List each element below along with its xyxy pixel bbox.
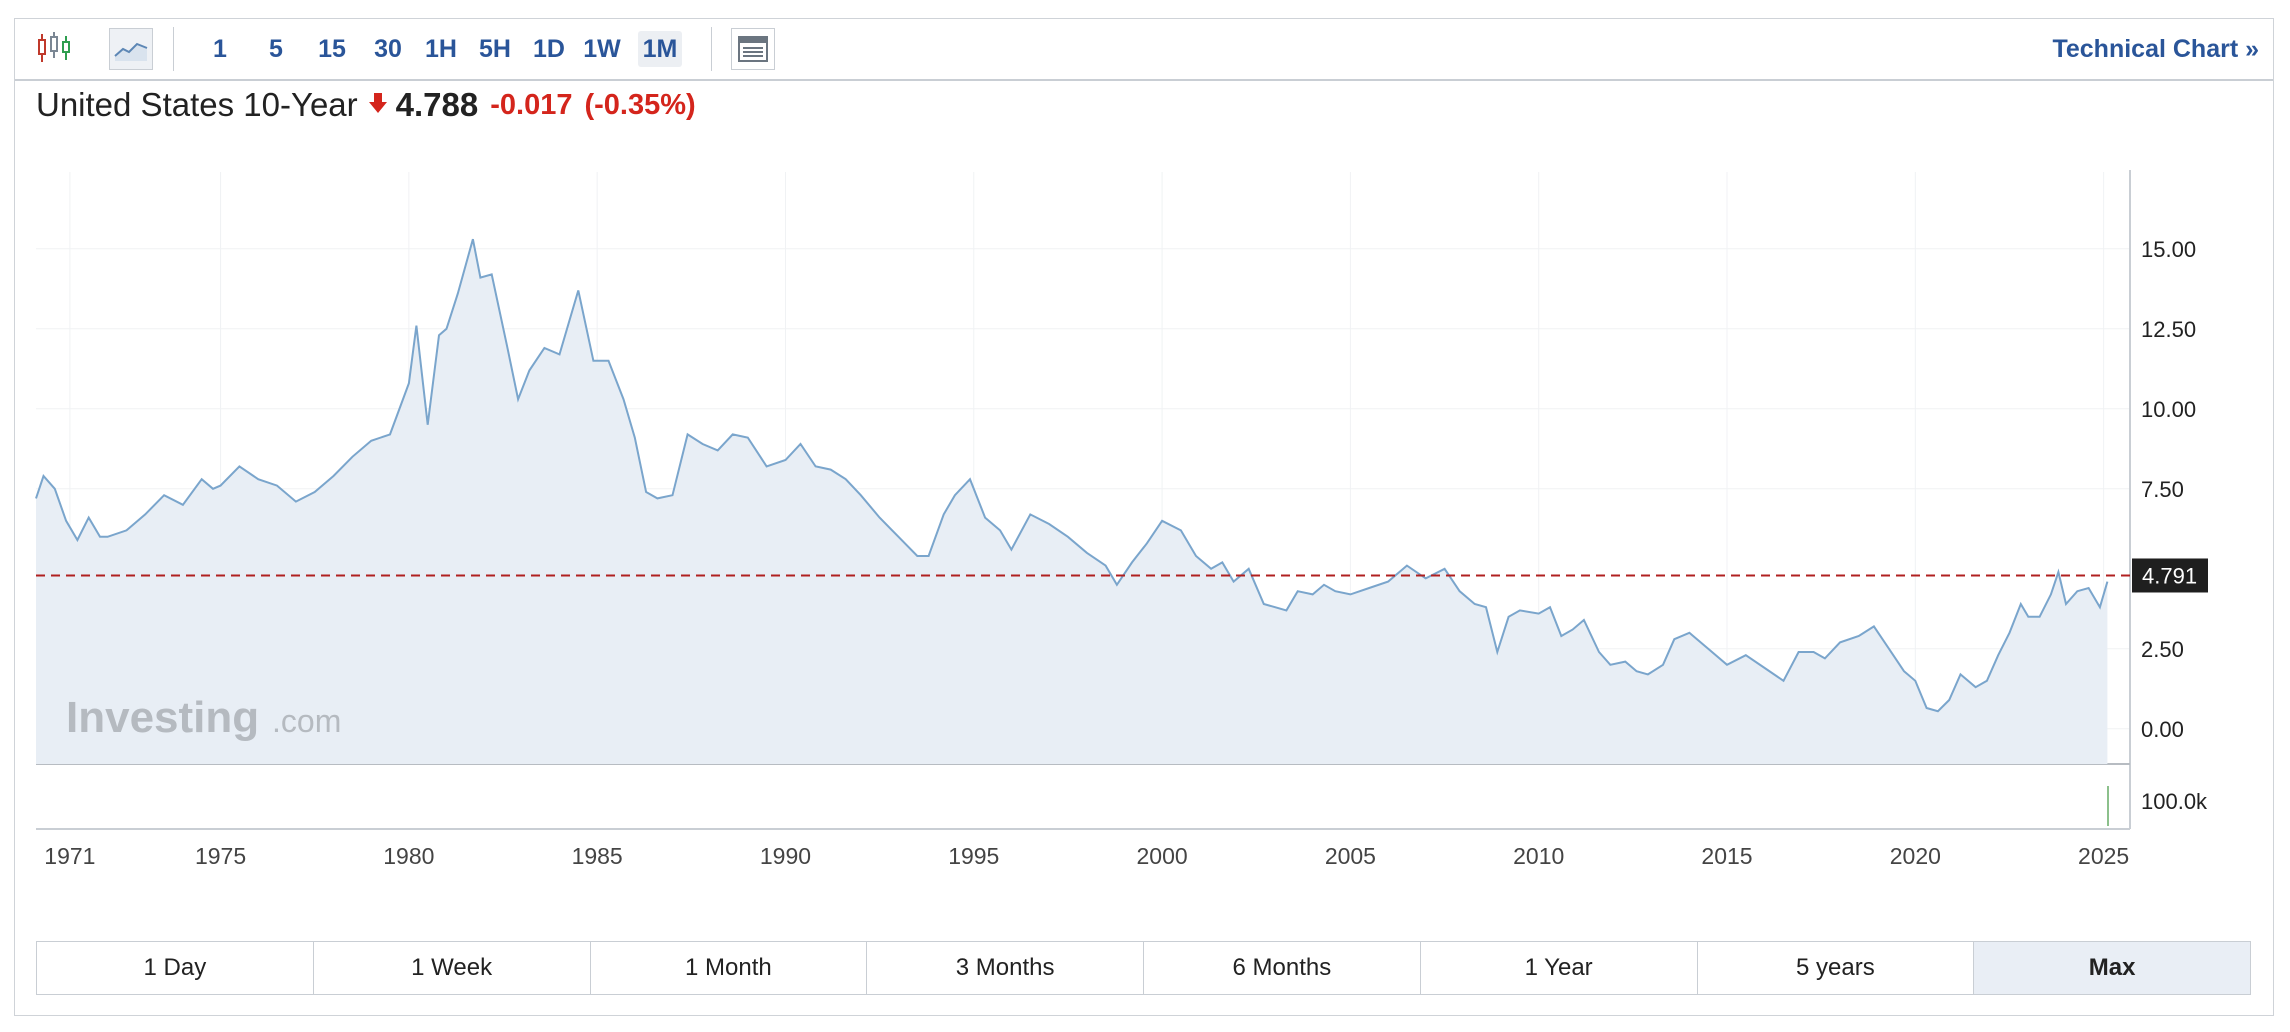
x-tick-label: 2015 xyxy=(1701,843,1752,869)
price-chart[interactable]: Investing .com 4.791 15.0012.5010.007.50… xyxy=(0,0,2290,900)
interval-1m[interactable]: 1M xyxy=(638,31,682,67)
candlestick-icon[interactable] xyxy=(35,29,73,67)
range-1-day[interactable]: 1 Day xyxy=(37,942,314,994)
interval-15[interactable]: 15 xyxy=(318,35,346,63)
price-series-line xyxy=(35,238,2109,713)
interval-1h[interactable]: 1H xyxy=(425,35,457,63)
y-tick-label: 15.00 xyxy=(2141,237,2196,262)
investing-watermark: Investing .com xyxy=(66,693,341,742)
x-tick-label: 1980 xyxy=(383,843,434,869)
x-tick-label: 2020 xyxy=(1890,843,1941,869)
volume-pane: 100.0k xyxy=(2107,786,2208,826)
layout-icon[interactable] xyxy=(731,28,775,70)
toolbar-divider xyxy=(711,27,712,71)
interval-1[interactable]: 1 xyxy=(213,35,227,63)
range-1-week[interactable]: 1 Week xyxy=(313,942,591,994)
range-selector: 1 Day 1 Week 1 Month 3 Months 6 Months 1… xyxy=(36,941,2251,995)
last-price: 4.788 xyxy=(395,86,479,123)
chart-toolbar: 1 5 15 30 1H 5H 1D 1W 1M Technical Chart… xyxy=(15,19,2273,81)
interval-5[interactable]: 5 xyxy=(269,35,283,63)
price-change: -0.017 xyxy=(490,88,573,121)
y-tick-label: 10.00 xyxy=(2141,397,2196,422)
range-max[interactable]: Max xyxy=(1974,942,2250,994)
current-price-value: 4.791 xyxy=(2142,563,2197,588)
interval-30[interactable]: 30 xyxy=(374,35,402,63)
range-6-months[interactable]: 6 Months xyxy=(1144,942,1421,994)
x-tick-label: 2000 xyxy=(1137,843,1188,869)
toolbar-divider xyxy=(173,27,174,71)
price-area-fill xyxy=(36,239,2108,764)
range-3-months[interactable]: 3 Months xyxy=(867,942,1144,994)
interval-5h[interactable]: 5H xyxy=(479,35,511,63)
x-axis: 1971 1975 1980 1985 1990 1995 2000 2005 2010 2015… xyxy=(44,843,2129,869)
technical-chart-link[interactable]: Technical Chart » xyxy=(2052,35,2259,63)
x-tick-label: 1971 xyxy=(44,843,95,869)
y-tick-label: 2.50 xyxy=(2141,637,2184,662)
price-change-percent: (-0.35%) xyxy=(584,88,696,121)
interval-1w[interactable]: 1W xyxy=(583,35,621,63)
area-chart-icon[interactable] xyxy=(109,28,153,70)
watermark-brand: Investing xyxy=(66,693,259,742)
x-tick-label: 2025 xyxy=(2078,843,2129,869)
instrument-name: United States 10-Year xyxy=(36,86,358,123)
x-tick-label: 2005 xyxy=(1325,843,1376,869)
down-arrow-icon xyxy=(368,92,388,119)
x-tick-label: 1985 xyxy=(572,843,623,869)
y-tick-label: 12.50 xyxy=(2141,317,2196,342)
y-tick-label: 0.00 xyxy=(2141,717,2184,742)
x-tick-label: 2010 xyxy=(1513,843,1564,869)
current-price-label: 4.791 xyxy=(2132,558,2208,593)
x-tick-label: 1990 xyxy=(760,843,811,869)
volume-tick-label: 100.0k xyxy=(2141,789,2208,814)
range-1-year[interactable]: 1 Year xyxy=(1420,942,1698,994)
watermark-suffix: .com xyxy=(272,703,341,739)
interval-1d[interactable]: 1D xyxy=(533,35,565,63)
x-tick-label: 1995 xyxy=(948,843,999,869)
range-5-years[interactable]: 5 years xyxy=(1697,942,1975,994)
range-1-month[interactable]: 1 Month xyxy=(590,942,868,994)
y-axis: 15.00 12.50 10.00 7.50 2.50 0.00 xyxy=(2141,237,2196,742)
x-tick-label: 1975 xyxy=(195,843,246,869)
quote-header: United States 10-Year 4.788 -0.017 (-0.3… xyxy=(36,84,696,126)
y-tick-label: 7.50 xyxy=(2141,477,2184,502)
